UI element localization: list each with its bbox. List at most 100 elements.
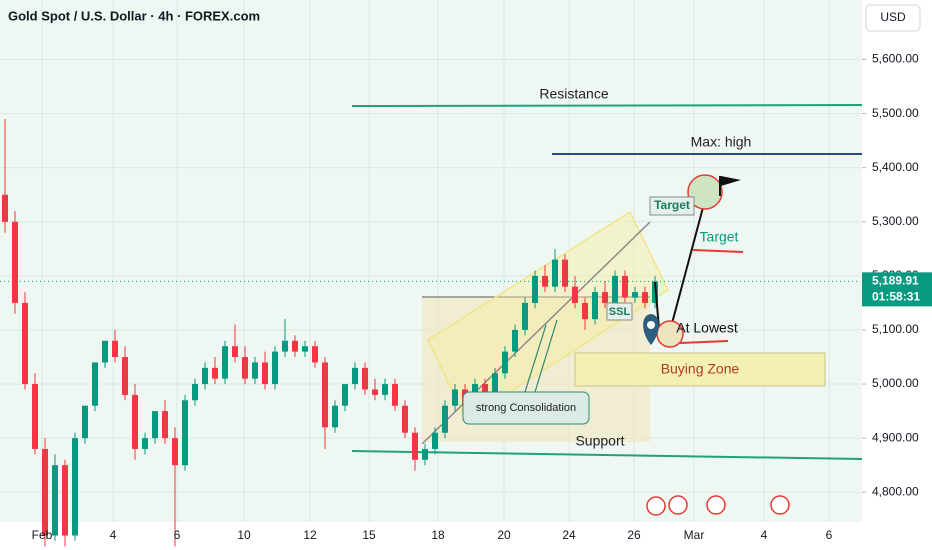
x-tick-label: 10 xyxy=(237,528,251,542)
candle-body xyxy=(212,367,218,379)
candle-body xyxy=(632,292,638,298)
consolidation-label: strong Consolidation xyxy=(476,402,576,414)
x-tick-label: 12 xyxy=(303,528,317,542)
y-tick-label: 5,000.00 xyxy=(872,376,919,390)
ssl-label: SSL xyxy=(609,306,631,318)
target-circle xyxy=(687,174,723,210)
x-tick-label: 6 xyxy=(826,528,833,542)
y-tick-label: 5,300.00 xyxy=(872,214,919,228)
time-axis-background xyxy=(0,522,862,550)
candle-body xyxy=(262,362,268,385)
candle-body xyxy=(482,384,488,395)
y-tick-label: 5,400.00 xyxy=(872,160,919,174)
candle-body xyxy=(322,362,328,428)
candle-body xyxy=(202,367,208,385)
candles xyxy=(2,119,658,547)
candle-body xyxy=(502,351,508,374)
x-tick-label: 6 xyxy=(174,528,181,542)
candle-body xyxy=(392,384,398,406)
buying-zone xyxy=(574,352,826,387)
y-tick-label: 4,800.00 xyxy=(872,484,919,498)
candle-body xyxy=(242,357,248,379)
currency-button[interactable] xyxy=(865,4,921,32)
candle-body xyxy=(272,351,278,385)
candle-body xyxy=(312,346,318,363)
candle-body xyxy=(22,302,28,385)
y-tick-label: 5,500.00 xyxy=(872,106,919,120)
candle-body xyxy=(622,275,628,298)
candle-body xyxy=(422,448,428,460)
ssl-box xyxy=(606,302,633,321)
candle-body xyxy=(442,405,448,433)
candle-body xyxy=(512,329,518,352)
event-icon[interactable] xyxy=(770,495,790,515)
candle-body xyxy=(592,292,598,320)
candle-body xyxy=(82,405,88,439)
candle-body xyxy=(42,448,48,536)
y-tick-label: 5,600.00 xyxy=(872,52,919,66)
candle-body xyxy=(402,405,408,433)
countdown-label: 01:58:31 xyxy=(872,290,920,304)
candle-body xyxy=(32,384,38,449)
consolidation-box xyxy=(462,391,590,425)
chart-title: Gold Spot / U.S. Dollar · 4h · FOREX.com xyxy=(8,8,260,23)
candle-body xyxy=(612,275,618,303)
candle-body xyxy=(302,346,308,352)
candle-body xyxy=(532,275,538,303)
x-tick-label: 18 xyxy=(431,528,445,542)
event-icon[interactable] xyxy=(706,495,726,515)
y-tick-label: 4,900.00 xyxy=(872,430,919,444)
location-pin-dot xyxy=(647,321,655,329)
plot-background xyxy=(0,0,862,522)
candle-body xyxy=(342,384,348,406)
candle-body xyxy=(542,275,548,287)
x-tick-label: 20 xyxy=(497,528,511,542)
x-tick-label: Feb xyxy=(32,528,53,542)
last-price-label: 5,189.91 xyxy=(872,274,919,288)
candle-body xyxy=(72,438,78,536)
trend-line xyxy=(421,221,651,445)
x-tick-label: 15 xyxy=(362,528,376,542)
candle-body xyxy=(332,405,338,428)
candle-body xyxy=(452,389,458,406)
candle-body xyxy=(132,394,138,449)
candle-body xyxy=(432,432,438,449)
candle-body xyxy=(552,259,558,287)
candle-body xyxy=(642,292,648,303)
y-tick-label: 5,100.00 xyxy=(872,322,919,336)
candle-body xyxy=(2,194,8,222)
candle-body xyxy=(182,400,188,466)
candle-body xyxy=(222,346,228,379)
candle-body xyxy=(382,384,388,395)
location-pin xyxy=(643,314,659,345)
candle-body xyxy=(102,340,108,363)
event-icon[interactable] xyxy=(646,496,666,516)
target-label: Target xyxy=(700,229,739,245)
x-tick-label: 26 xyxy=(627,528,641,542)
candle-body xyxy=(172,438,178,466)
candle-body xyxy=(52,465,58,536)
candle-body xyxy=(572,286,578,303)
support-label: Support xyxy=(575,433,624,449)
candle-body xyxy=(562,259,568,287)
resistance-line xyxy=(351,104,863,107)
candle-body xyxy=(412,432,418,460)
connector xyxy=(534,319,558,393)
candle-body xyxy=(252,362,258,379)
candle-body xyxy=(62,465,68,536)
candle-body xyxy=(492,373,498,395)
at-lowest-underline xyxy=(679,340,729,344)
flag xyxy=(721,176,741,186)
candle-body xyxy=(352,367,358,385)
candle-body xyxy=(162,411,168,439)
currency-label: USD xyxy=(880,10,906,24)
resistance-label: Resistance xyxy=(539,86,608,102)
target-box-label: Target xyxy=(654,198,690,212)
x-tick-label: 24 xyxy=(562,528,576,542)
event-icon[interactable] xyxy=(668,495,688,515)
candle-body xyxy=(122,357,128,395)
candle-body xyxy=(602,292,608,303)
candle-body xyxy=(152,411,158,439)
candle-body xyxy=(362,367,368,390)
